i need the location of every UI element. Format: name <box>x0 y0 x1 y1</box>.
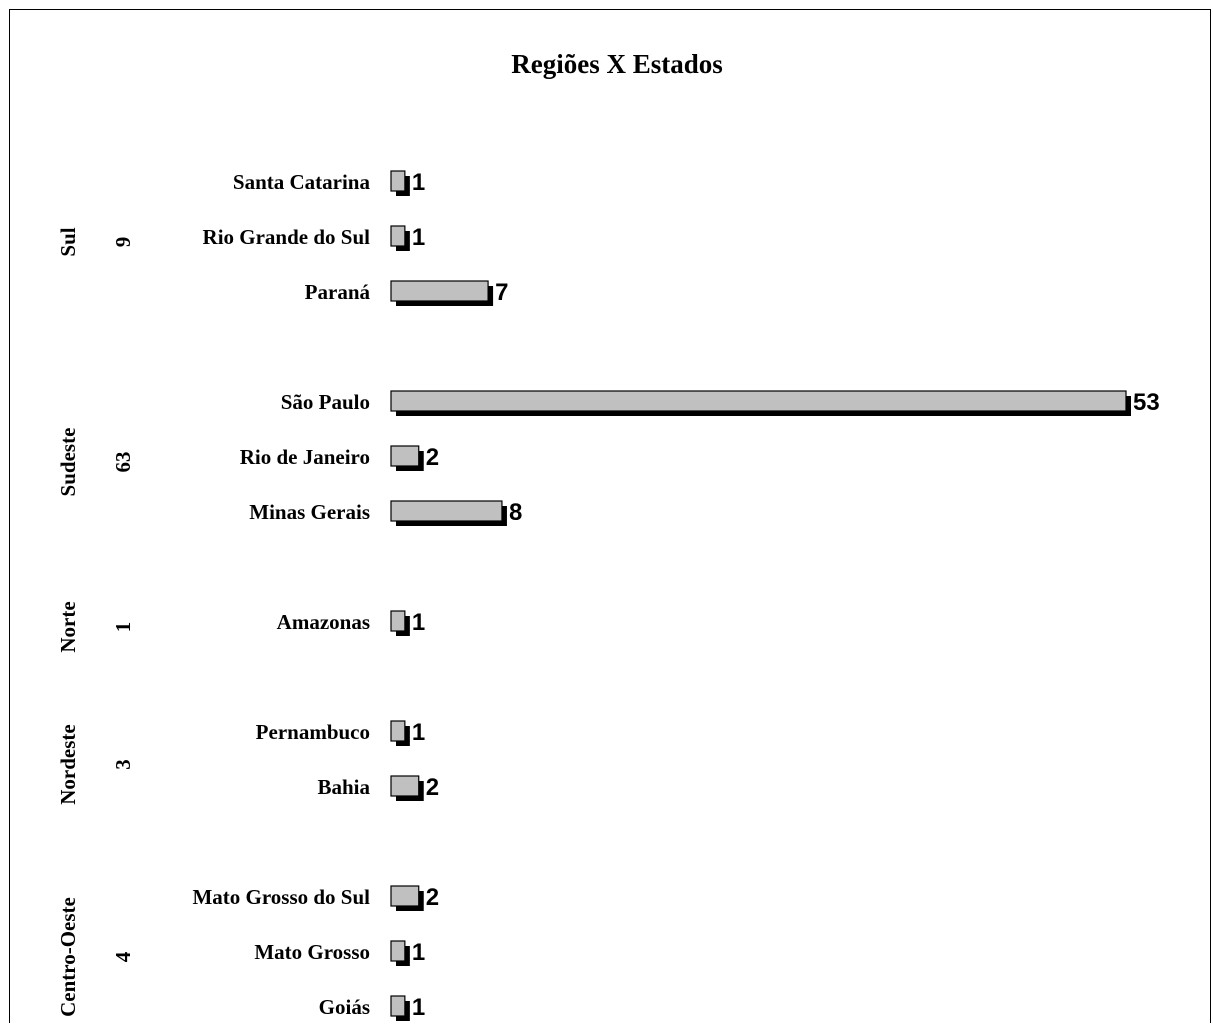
bar <box>390 610 406 632</box>
value-label: 2 <box>426 774 439 801</box>
region-label: Sul <box>56 227 80 256</box>
category-label: Goiás <box>319 995 370 1019</box>
value-label: 1 <box>412 224 425 251</box>
category-label: Mato Grosso <box>254 940 370 964</box>
category-label: Pernambuco <box>256 720 370 744</box>
bar <box>390 775 420 797</box>
category-label: Minas Gerais <box>249 500 370 524</box>
category-label: Amazonas <box>277 610 370 634</box>
bar <box>390 225 406 247</box>
region-total: 9 <box>111 237 135 248</box>
region-label: Nordeste <box>56 724 80 804</box>
value-label: 2 <box>426 444 439 471</box>
category-label: Rio de Janeiro <box>240 445 370 469</box>
bar <box>390 885 420 907</box>
chart-frame <box>9 9 1211 1023</box>
bar <box>390 170 406 192</box>
bar <box>390 445 420 467</box>
region-labels: Sul 9 Sudeste 63 Norte 1 Nordeste 3 Centro-Oeste… <box>56 227 135 1017</box>
value-labels: 1 1 7 53 2 8 1 1 2 2 1 1 <box>412 169 1160 1021</box>
category-labels: Santa Catarina Rio Grande do Sul Paraná São… <box>192 170 370 1019</box>
region-total: 63 <box>111 452 135 473</box>
bar <box>390 720 406 742</box>
value-label: 2 <box>426 884 439 911</box>
category-label: Paraná <box>305 280 371 304</box>
bar <box>390 500 503 522</box>
value-label: 1 <box>412 169 425 196</box>
value-label: 8 <box>509 499 522 526</box>
value-label: 1 <box>412 719 425 746</box>
region-total: 4 <box>111 951 135 962</box>
bar <box>390 995 406 1017</box>
region-total: 3 <box>111 759 135 770</box>
region-total: 1 <box>111 622 135 633</box>
category-label: Santa Catarina <box>233 170 371 194</box>
value-label: 7 <box>495 279 508 306</box>
bar <box>390 940 406 962</box>
chart-title: Regiões X Estados <box>511 49 723 79</box>
region-label: Norte <box>56 601 80 652</box>
category-label: São Paulo <box>281 390 370 414</box>
category-label: Rio Grande do Sul <box>203 225 371 249</box>
value-label: 1 <box>412 939 425 966</box>
category-label: Bahia <box>317 775 370 799</box>
bar <box>390 390 1127 412</box>
value-label: 1 <box>412 994 425 1021</box>
region-label: Centro-Oeste <box>56 897 80 1017</box>
bars <box>390 170 1131 1021</box>
value-label: 1 <box>412 609 425 636</box>
value-label: 53 <box>1133 389 1160 416</box>
bar <box>390 280 489 302</box>
category-label: Mato Grosso do Sul <box>192 885 370 909</box>
region-label: Sudeste <box>56 428 80 497</box>
